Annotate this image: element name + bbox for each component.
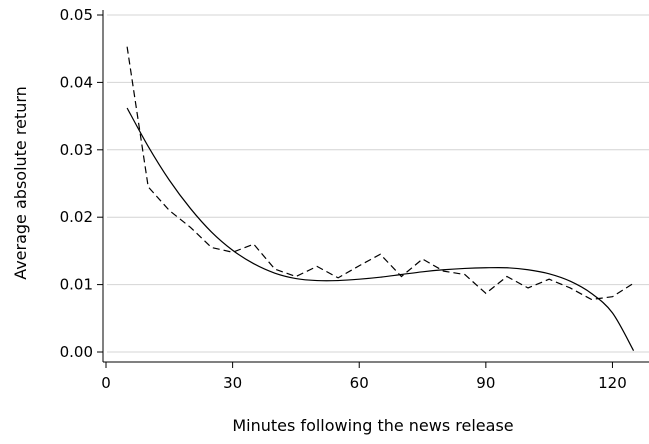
y-tick-label-1: 0.01	[60, 276, 93, 294]
y-tick-label-3: 0.03	[60, 141, 93, 159]
y-axis-label: Average absolute return	[11, 86, 30, 280]
y-tick-label-5: 0.05	[60, 6, 93, 24]
x-tick-label-3: 90	[476, 374, 495, 392]
series-line-solid	[126, 107, 635, 351]
y-tick-label-4: 0.04	[60, 73, 93, 91]
axes: 0.00 0.01 0.02 0.03 0.04 0.05 0 30 60 90 120	[60, 6, 649, 392]
x-axis-label: Minutes following the news release	[232, 416, 513, 435]
x-tick-label-2: 60	[350, 374, 369, 392]
x-tick-label-4: 120	[598, 374, 627, 392]
y-tick-label-0: 0.00	[60, 343, 93, 361]
series-layer	[126, 46, 635, 351]
x-tick-label-1: 30	[223, 374, 242, 392]
gridlines	[107, 14, 649, 353]
series-line-dashed	[126, 46, 634, 301]
x-tick-label-0: 0	[101, 374, 111, 392]
y-tick-label-2: 0.02	[60, 208, 93, 226]
